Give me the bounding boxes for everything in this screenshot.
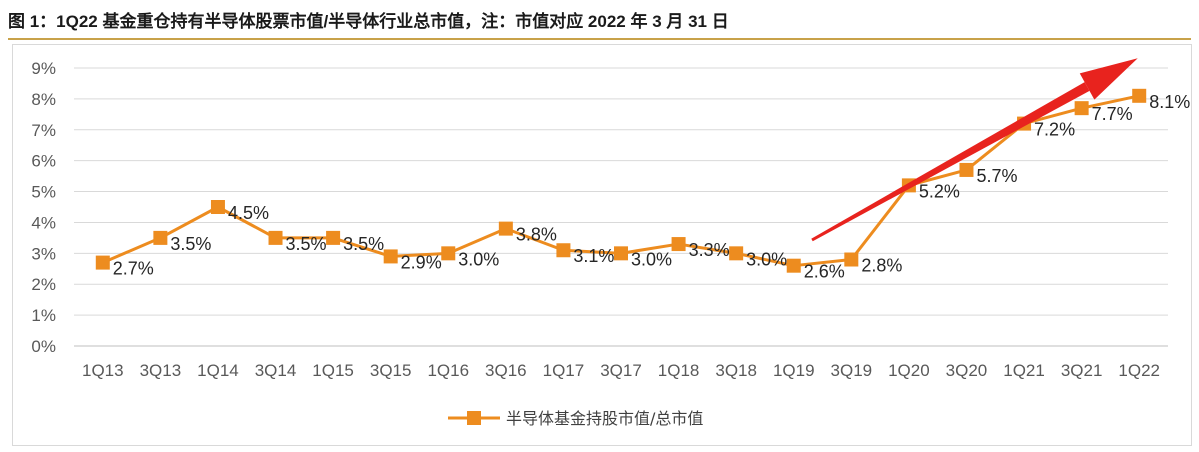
y-tick-label: 5% [31,183,56,202]
data-point [383,249,398,264]
x-tick-label: 3Q16 [485,361,527,380]
legend: 半导体基金持股市值/总市值 [448,409,703,428]
data-label: 5.7% [976,166,1017,186]
x-tick-label: 3Q14 [255,361,297,380]
x-tick-label: 1Q18 [658,361,700,380]
data-point [844,252,859,267]
x-tick-label: 3Q20 [946,361,988,380]
data-label: 7.7% [1092,104,1133,124]
data-label: 3.5% [286,234,327,254]
data-labels: 2.7% 3.5% 4.5% 3.5% 3.5% 2.9% 3.0% 3.8% 3.1% 3.0%… [113,92,1190,282]
gridlines [74,67,1168,316]
legend-label: 半导体基金持股市值/总市值 [506,409,703,428]
y-tick-label: 8% [31,90,56,109]
x-tick-label: 1Q19 [773,361,815,380]
data-point [153,230,168,245]
y-tick-label: 9% [31,59,56,78]
data-label: 8.1% [1149,92,1190,112]
chart-frame [12,44,1192,446]
data-label: 3.3% [689,240,730,260]
data-point [671,237,686,252]
y-tick-label: 0% [31,337,56,356]
y-tick-label: 7% [31,121,56,140]
x-tick-label: 1Q17 [543,361,585,380]
data-label: 2.9% [401,252,442,272]
data-label: 2.6% [804,262,845,282]
data-label: 3.0% [746,249,787,269]
data-point [210,200,225,214]
trend-arrow [811,58,1138,242]
data-label: 2.7% [113,259,154,279]
data-point [498,221,513,236]
trend-arrow-head-icon [1079,58,1138,100]
x-tick-label: 1Q15 [312,361,354,380]
data-point [556,243,571,258]
y-tick-label: 2% [31,275,56,294]
x-tick-label: 3Q17 [600,361,642,380]
trend-arrow-shaft [811,82,1090,242]
data-label: 2.8% [861,256,902,276]
data-point [1132,88,1147,103]
x-tick-label: 3Q19 [831,361,873,380]
data-point [959,162,974,177]
x-tick-label: 1Q20 [888,361,930,380]
data-label: 3.0% [458,249,499,269]
y-tick-label: 3% [31,244,56,263]
y-tick-label: 4% [31,213,56,232]
data-label: 3.5% [170,234,211,254]
data-point [786,258,801,273]
x-tick-label: 1Q16 [427,361,469,380]
x-tick-label: 1Q21 [1003,361,1045,380]
data-label: 5.2% [919,181,960,201]
data-label: 3.1% [573,246,614,266]
data-label: 3.8% [516,225,557,245]
data-label: 3.0% [631,249,672,269]
data-point [614,246,628,261]
x-tick-label: 3Q15 [370,361,412,380]
x-tick-label: 3Q13 [140,361,182,380]
figure-title: 图 1：1Q22 基金重仓持有半导体股票市值/半导体行业总市值，注：市值对应 2… [8,10,1191,40]
data-point [729,246,744,261]
y-tick-label: 1% [31,306,56,325]
x-tick-label: 1Q22 [1118,361,1160,380]
data-point [1074,101,1089,116]
legend-marker-icon [467,411,481,425]
y-tick-label: 6% [31,152,56,171]
data-point [95,255,110,270]
x-tick-label: 1Q14 [197,361,239,380]
x-tick-label: 3Q21 [1061,361,1103,380]
data-point [326,230,341,245]
axes: 0% 1% 2% 3% 4% 5% 6% 7% 8% 9% 1Q13 3Q13 1Q14 3Q14 1Q15… [31,59,1168,380]
data-label: 4.5% [228,203,269,223]
x-tick-label: 3Q18 [715,361,757,380]
data-label: 3.5% [343,234,384,254]
data-label: 7.2% [1034,120,1075,140]
data-point [441,246,456,261]
x-tick-label: 1Q13 [82,361,124,380]
data-point [268,230,283,245]
